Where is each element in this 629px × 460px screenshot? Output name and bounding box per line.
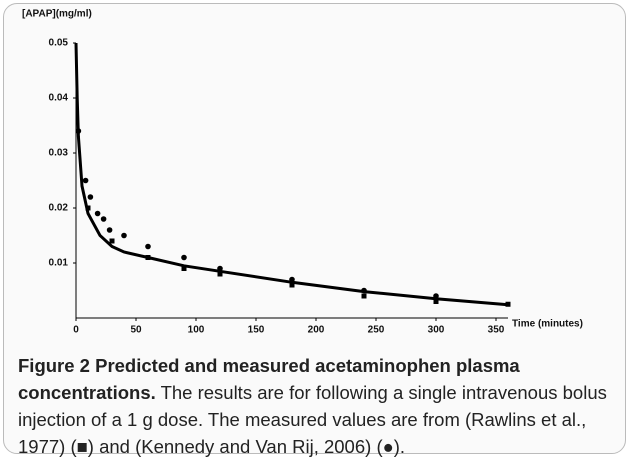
x-tick-label: 50 bbox=[130, 325, 142, 336]
measured-square bbox=[145, 255, 151, 260]
measured-circle bbox=[181, 254, 187, 261]
y-tick-label: 0.03 bbox=[49, 148, 69, 159]
measured-circle bbox=[75, 128, 82, 134]
x-tick-label: 100 bbox=[188, 325, 205, 336]
chart: [APAP](mg/ml) Time (minutes) 0.01 0.02 0.0… bbox=[22, 9, 583, 336]
predicted-line bbox=[74, 42, 509, 307]
measured-circle bbox=[145, 243, 151, 250]
measured-circle bbox=[82, 177, 89, 184]
x-tick-label: 200 bbox=[308, 325, 325, 336]
measured-square bbox=[289, 282, 295, 288]
x-tick-label: 350 bbox=[488, 325, 505, 336]
measured-square bbox=[361, 293, 367, 299]
measured-circle bbox=[106, 227, 113, 233]
x-tick-label: 150 bbox=[248, 325, 265, 336]
measured-circle bbox=[87, 194, 94, 200]
measured-circle bbox=[100, 216, 107, 222]
measured-circle bbox=[433, 293, 439, 299]
measured-circle bbox=[121, 232, 127, 239]
x-tick-label: 250 bbox=[368, 325, 385, 336]
measured-square bbox=[217, 271, 223, 277]
measured-circle bbox=[94, 210, 101, 217]
x-tick-label: 300 bbox=[428, 325, 445, 336]
y-tick-label: 0.04 bbox=[49, 93, 69, 104]
y-tick-label: 0.05 bbox=[49, 38, 69, 49]
y-axis-label: [APAP](mg/ml) bbox=[22, 9, 92, 20]
x-axis-label: Time (minutes) bbox=[512, 319, 583, 330]
measured-square bbox=[505, 301, 511, 307]
x-tick-label: 0 bbox=[73, 325, 79, 336]
caption: Figure 2 Predicted and measured acetamin… bbox=[18, 352, 618, 460]
measured-circle bbox=[361, 287, 367, 294]
measured-square bbox=[433, 299, 439, 304]
measured-square bbox=[181, 266, 187, 271]
figure-frame bbox=[3, 3, 626, 454]
measured-circle bbox=[289, 276, 295, 283]
y-tick-label: 0.01 bbox=[49, 258, 69, 269]
y-tick-label: 0.02 bbox=[49, 203, 69, 214]
caption-text: The results are for following a single i… bbox=[18, 382, 607, 457]
measured-circle bbox=[217, 265, 223, 272]
measured-square bbox=[109, 238, 115, 244]
measured-square bbox=[85, 205, 91, 211]
caption-label: Figure 2 bbox=[18, 355, 90, 376]
caption-title: Predicted and measured acetaminophen pla… bbox=[18, 355, 520, 403]
